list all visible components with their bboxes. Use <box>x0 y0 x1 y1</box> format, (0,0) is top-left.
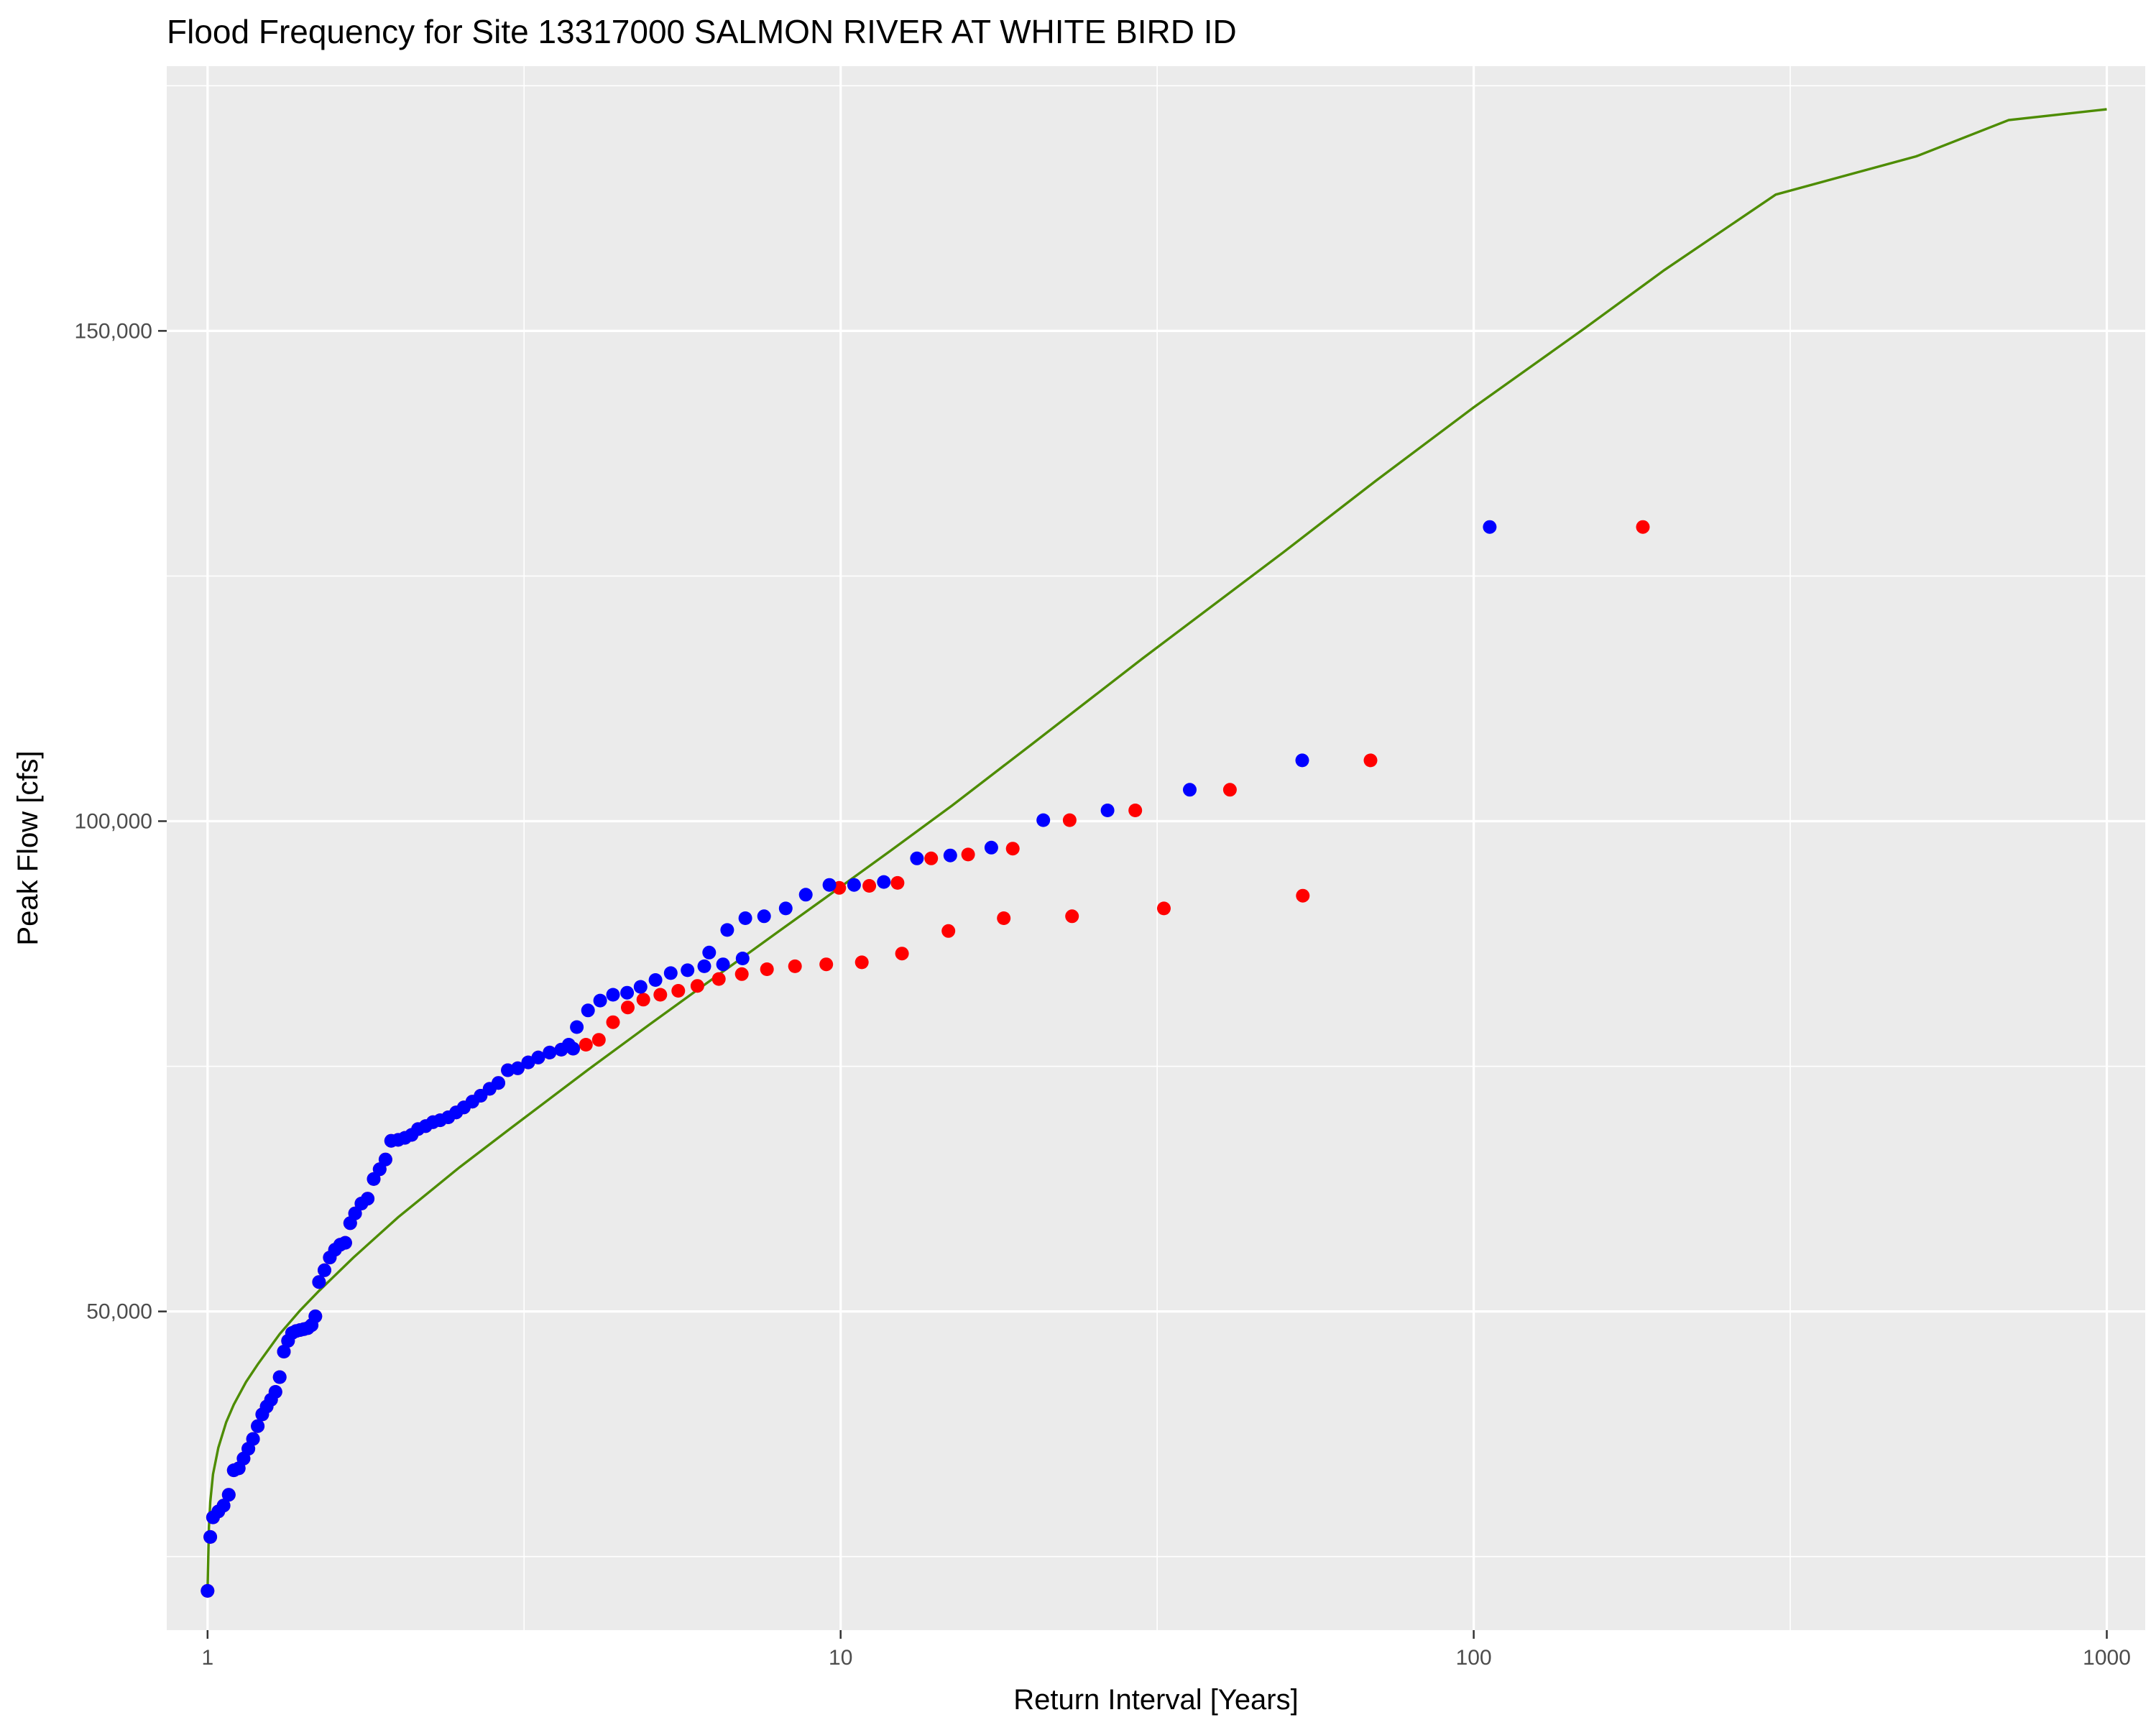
red-data-point <box>895 947 909 961</box>
blue-data-point <box>277 1345 291 1358</box>
blue-data-point <box>338 1236 352 1250</box>
blue-data-point <box>367 1172 381 1186</box>
blue-data-point <box>681 963 695 978</box>
blue-data-point <box>308 1309 323 1323</box>
blue-data-point <box>910 851 924 865</box>
plot-panel <box>167 66 2145 1630</box>
blue-data-point <box>312 1275 326 1289</box>
blue-data-point <box>272 1370 287 1384</box>
red-data-point <box>606 1015 620 1029</box>
blue-data-point <box>543 1045 557 1059</box>
red-data-point <box>890 875 905 890</box>
blue-data-point <box>216 1499 231 1513</box>
blue-data-point <box>663 966 678 980</box>
y-tick-label: 50,000 <box>86 1300 152 1324</box>
red-data-point <box>1222 783 1237 797</box>
blue-data-point <box>361 1192 375 1206</box>
blue-data-point <box>943 848 957 862</box>
blue-data-point <box>510 1061 525 1075</box>
blue-data-point <box>1295 753 1309 768</box>
blue-data-point <box>1183 783 1197 797</box>
blue-data-point <box>702 945 717 960</box>
red-data-point <box>1062 813 1077 827</box>
blue-data-point <box>822 878 837 892</box>
blue-data-point <box>531 1050 545 1064</box>
blue-data-point <box>318 1263 331 1277</box>
blue-data-point <box>877 875 891 889</box>
red-data-point <box>653 988 668 1002</box>
blue-data-point <box>221 1488 236 1502</box>
y-tick-label: 100,000 <box>75 809 152 833</box>
blue-data-point <box>757 909 771 924</box>
grid-lines <box>167 66 2145 1630</box>
blue-data-point <box>738 911 752 925</box>
data-points-layer <box>201 520 1650 1598</box>
blue-data-point <box>620 985 635 1000</box>
y-tick-label: 150,000 <box>75 319 152 343</box>
red-data-point <box>734 967 749 981</box>
axis-ticks-layer: 1 10 100 1000 50,000 100,000 150,000 <box>75 319 2131 1670</box>
red-data-point <box>591 1033 606 1047</box>
blue-data-point <box>561 1038 576 1052</box>
red-data-point <box>997 911 1011 925</box>
blue-data-point <box>697 959 711 973</box>
red-data-point <box>788 959 802 973</box>
blue-data-point <box>581 1003 595 1018</box>
x-tick-label: 1 <box>201 1646 213 1670</box>
blue-data-point <box>716 957 730 972</box>
y-axis-title: Peak Flow [cfs] <box>12 750 44 945</box>
red-data-point <box>621 1000 635 1015</box>
red-data-point <box>1157 901 1171 916</box>
blue-data-point <box>735 952 750 965</box>
red-data-point <box>1363 753 1378 768</box>
red-data-point <box>924 851 939 865</box>
blue-data-point <box>348 1206 362 1220</box>
blue-data-point <box>1483 520 1497 534</box>
red-data-point <box>819 957 834 972</box>
red-data-point <box>1065 909 1079 924</box>
fit-curve-layer <box>206 108 2107 1591</box>
red-data-point <box>1005 842 1020 856</box>
blue-data-point <box>378 1152 392 1167</box>
blue-data-point <box>251 1419 265 1433</box>
blue-data-point <box>648 973 663 987</box>
red-data-point <box>1128 804 1143 817</box>
red-data-point <box>636 993 650 1007</box>
blue-data-point <box>720 923 734 937</box>
blue-data-point <box>593 993 607 1008</box>
chart-title: Flood Frequency for Site 13317000 SALMON… <box>167 13 1237 50</box>
x-tick-label: 10 <box>829 1646 852 1670</box>
red-data-point <box>671 984 686 998</box>
red-data-point <box>579 1038 593 1052</box>
x-axis-title: Return Interval [Years] <box>1013 1684 1299 1716</box>
red-data-point <box>1296 888 1310 903</box>
x-tick-label: 1000 <box>2083 1646 2131 1670</box>
blue-data-point <box>201 1583 215 1598</box>
red-data-point <box>1636 520 1650 534</box>
red-data-point <box>961 847 975 862</box>
red-data-point <box>862 879 877 893</box>
blue-data-point <box>1036 813 1051 827</box>
fitted-frequency-curve <box>206 108 2107 1591</box>
blue-data-point <box>246 1432 260 1446</box>
blue-data-point <box>778 901 793 916</box>
red-data-point <box>854 955 869 970</box>
red-data-point <box>711 972 726 986</box>
blue-data-point <box>268 1385 282 1399</box>
blue-data-point <box>798 888 813 902</box>
red-data-point <box>760 962 774 976</box>
blue-data-point <box>1100 804 1115 817</box>
blue-data-point <box>984 840 998 855</box>
x-tick-label: 100 <box>1456 1646 1492 1670</box>
blue-data-point <box>847 878 861 892</box>
blue-data-point <box>492 1076 505 1090</box>
blue-data-point <box>203 1530 218 1544</box>
blue-data-point <box>570 1020 584 1034</box>
blue-data-point <box>606 988 620 1002</box>
red-data-point <box>690 979 704 993</box>
blue-data-point <box>633 980 648 994</box>
red-data-point <box>941 924 956 938</box>
